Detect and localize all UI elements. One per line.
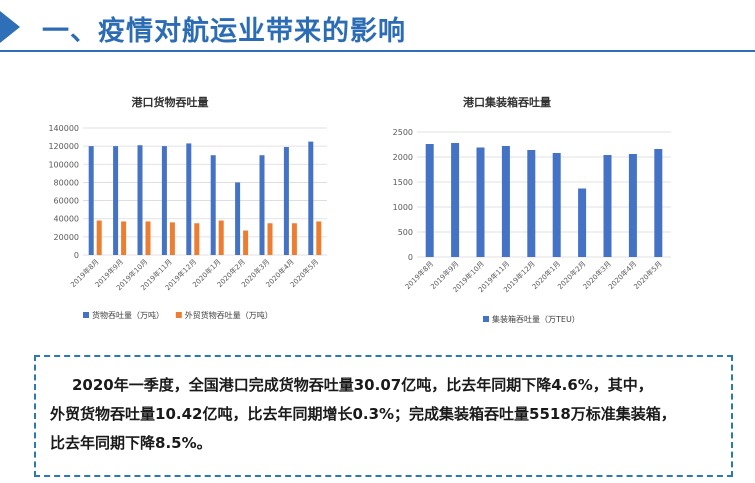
chart-title: 港口集装箱吞吐量 [463, 95, 551, 109]
y-tick-label: 140000 [48, 124, 79, 133]
y-tick-label: 40000 [54, 215, 79, 224]
summary-box: 2020年一季度，全国港口完成货物吞吐量30.07亿吨，比去年同期下降4.6%，… [34, 355, 733, 477]
y-tick-label: 1000 [393, 203, 413, 212]
bar [121, 221, 127, 255]
bar [218, 220, 224, 255]
bar [186, 143, 192, 255]
bar [267, 223, 273, 255]
bar [169, 222, 175, 255]
y-tick-label: 500 [398, 228, 413, 237]
chart-svg: 港口货物吞吐量 0 20000 40000 60000 80000 100000 120000… [48, 95, 327, 320]
y-tick-label: 100000 [48, 160, 79, 169]
container-throughput-chart: 港口集装箱吞吐量 0 500 1000 1500 2000 2500 2019年8月 2019年… [385, 90, 685, 330]
y-tick-label: 80000 [54, 178, 79, 187]
summary-line-3: 比去年同期下降8.5%。 [50, 434, 212, 452]
title-arrow-icon [0, 11, 20, 43]
chart-title: 港口货物吞吐量 [132, 95, 209, 109]
bar [96, 220, 102, 255]
title-divider [0, 50, 755, 52]
y-tick-label: 20000 [54, 233, 79, 242]
bar [654, 149, 663, 257]
bar [145, 221, 151, 255]
legend-swatch [83, 312, 89, 318]
y-tick-label: 0 [408, 253, 413, 262]
y-tick-label: 2500 [393, 128, 413, 137]
bar [425, 144, 434, 257]
y-tick-label: 1500 [393, 178, 413, 187]
bar [476, 147, 485, 257]
bar [161, 146, 167, 255]
legend-label: 货物吞吐量（万吨） [92, 310, 164, 320]
y-tick-label: 0 [74, 251, 79, 260]
y-tick-label: 2000 [393, 153, 413, 162]
bar [451, 143, 460, 257]
bar [552, 153, 561, 257]
summary-line-1: 2020年一季度，全国港口完成货物吞吐量30.07亿吨，比去年同期下降4.6%，… [72, 376, 653, 394]
bar [235, 182, 241, 255]
bar [283, 147, 289, 255]
page-title: 一、疫情对航运业带来的影响 [42, 16, 406, 47]
bar [316, 221, 322, 255]
bar [578, 188, 587, 257]
bar [527, 150, 536, 257]
legend-label: 外贸货物吞吐量（万吨） [185, 310, 273, 320]
bar [291, 223, 297, 255]
bar [628, 154, 637, 257]
y-tick-label: 120000 [48, 142, 79, 151]
bar [194, 223, 200, 255]
y-tick-label: 60000 [54, 197, 79, 206]
legend-label: 集装箱吞吐量（万TEU） [492, 314, 580, 324]
summary-line-2: 外贸货物吞吐量10.42亿吨，比去年同期增长0.3%；完成集装箱吞吐量5518万… [50, 405, 676, 423]
bar [308, 141, 314, 255]
bar [210, 155, 216, 255]
bar [243, 230, 249, 255]
legend-swatch [175, 312, 182, 318]
bar [137, 145, 143, 255]
cargo-throughput-chart: 港口货物吞吐量 0 20000 40000 60000 80000 100000 120000… [35, 90, 335, 330]
bar [88, 146, 94, 255]
bar [259, 155, 265, 255]
legend-swatch [483, 316, 489, 322]
bar [113, 146, 119, 255]
chart-svg: 港口集装箱吞吐量050010001500200025002019年8月2019年… [393, 95, 671, 324]
bar [603, 155, 612, 257]
bar [501, 146, 510, 257]
